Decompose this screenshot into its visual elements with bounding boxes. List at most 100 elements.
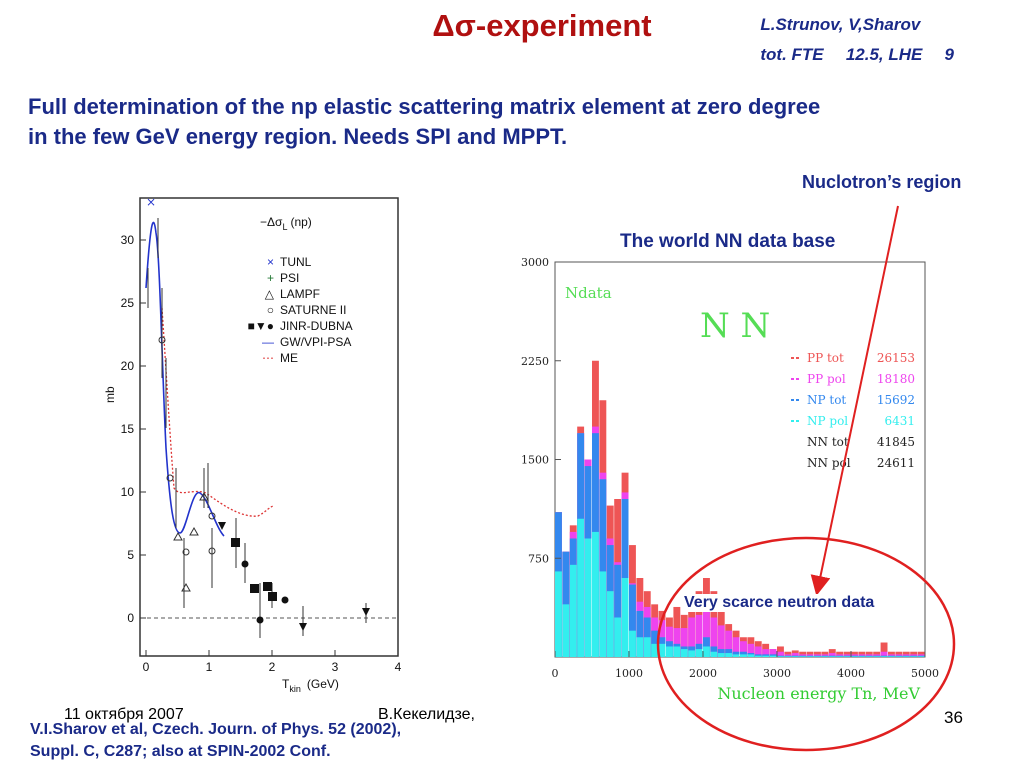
nn-bar	[658, 643, 666, 657]
left-ylabel: mb	[103, 386, 117, 403]
reference-line-2: Suppl. C, C287; also at SPIN-2002 Conf.	[30, 743, 331, 760]
nn-bar	[651, 643, 659, 657]
nn-bar	[703, 646, 710, 657]
left-xtick-label: 4	[395, 660, 402, 674]
nn-legend-label: NN tot	[807, 435, 849, 449]
nn-bar	[821, 656, 829, 657]
nn-xtick-label: 5000	[911, 667, 939, 680]
nn-bar	[828, 653, 836, 657]
nn-bar	[599, 479, 607, 657]
nn-legend-label: NP pol	[807, 414, 848, 428]
nn-bar	[880, 642, 888, 657]
left-xlabel: Tkin (GeV)	[282, 677, 339, 693]
left-legend-label: LAMPF	[280, 287, 320, 301]
nn-bar	[688, 617, 696, 657]
nuclotron-region-label: Nuclotron’s region	[802, 172, 962, 192]
nn-ytick-label: 1500	[521, 454, 549, 467]
nn-legend-count: 18180	[877, 372, 915, 386]
nn-bar	[777, 656, 784, 657]
left-legend-label: GW/VPI-PSA	[280, 335, 351, 349]
nn-bar	[614, 617, 622, 657]
nn-bar	[814, 656, 821, 657]
nn-ytick-label: 2250	[521, 355, 549, 368]
nn-bar	[873, 656, 881, 657]
nn-bar	[629, 584, 636, 657]
nn-bar	[592, 531, 599, 657]
nn-bar	[599, 571, 607, 657]
nn-bar	[643, 637, 651, 657]
ndata-label: Ndata	[565, 284, 612, 302]
nn-bar	[732, 637, 740, 657]
nn-bar	[769, 655, 777, 657]
subtitle-line-1: Full determination of the np elastic sca…	[28, 94, 821, 119]
nn-legend-label: NP tot	[807, 393, 846, 407]
page-number: 36	[944, 708, 963, 727]
nn-bar	[888, 656, 895, 657]
footer-author: В.Кекелидзе,	[378, 706, 475, 723]
nn-bar	[836, 656, 844, 657]
left-legend-marker: ×	[267, 255, 274, 269]
nn-bar	[851, 656, 858, 657]
authors-names: L.Strunov, V,Sharov	[760, 15, 921, 34]
reference-line-1: V.I.Sharov et al, Czech. Journ. of Phys.…	[30, 721, 402, 738]
left-ytick-label: 20	[121, 359, 135, 373]
left-ytick-label: 10	[121, 485, 135, 499]
nn-bar	[917, 656, 925, 657]
nn-bar	[636, 637, 644, 657]
nn-bar	[754, 646, 762, 657]
left-legend-label: SATURNE II	[280, 303, 346, 317]
nn-bar	[666, 646, 673, 657]
left-legend-label: JINR-DUBNA	[280, 319, 353, 333]
left-ytick-label: 15	[121, 422, 135, 436]
nn-legend-label: PP tot	[807, 351, 844, 365]
nn-ytick-label: 750	[528, 552, 549, 565]
reference-citation: V.I.Sharov et al, Czech. Journ. of Phys.…	[30, 719, 401, 763]
nn-bar	[747, 643, 755, 657]
nn-legend-label: NN pol	[807, 456, 851, 470]
annotation-overlay	[656, 205, 956, 752]
nn-bar	[784, 656, 792, 657]
nn-bar	[858, 656, 866, 657]
left-xtick-label: 3	[332, 660, 339, 674]
nn-bar	[606, 591, 614, 657]
nn-bar	[910, 656, 918, 657]
left-legend-marker: ○	[267, 303, 274, 317]
nn-bar	[754, 655, 762, 657]
nn-bar	[740, 654, 747, 657]
nn-bar	[762, 649, 770, 657]
nn-bar	[688, 650, 696, 657]
scarce-region-ellipse	[656, 536, 956, 752]
nn-legend-label: PP pol	[807, 372, 846, 386]
left-legend-marker: ⋯	[262, 351, 274, 365]
left-legend-label: ME	[280, 351, 298, 365]
nn-bar	[828, 656, 836, 657]
left-xtick-label: 2	[269, 660, 276, 674]
nuclotron-arrow	[810, 205, 899, 596]
nn-big-label: N N	[700, 306, 770, 346]
nn-bar	[562, 551, 570, 657]
nn-bar	[569, 564, 577, 657]
nn-legend-count: 15692	[877, 393, 915, 407]
nn-bar	[673, 628, 681, 657]
subtitle-line-2: in the few GeV energy region. Needs SPI …	[28, 124, 568, 149]
left-legend-label: TUNL	[280, 255, 312, 269]
nn-bar	[880, 651, 888, 657]
slide-title: Δσ-experiment	[432, 8, 652, 43]
nn-bar	[717, 653, 725, 657]
slide-subtitle: Full determination of the np elastic sca…	[28, 92, 988, 152]
left-legend-marker: △	[265, 287, 275, 301]
nn-bar	[865, 656, 873, 657]
nn-bar	[680, 649, 688, 657]
nn-bar	[725, 630, 733, 657]
scarce-neutron-label: Very scarce neutron data	[684, 594, 875, 612]
nn-bar	[791, 656, 799, 657]
left-xtick-label: 1	[206, 660, 213, 674]
nn-bar	[636, 610, 644, 657]
left-legend-marker: —	[262, 335, 274, 349]
nn-bar	[843, 656, 851, 657]
world-db-title: The world NN data base	[620, 231, 836, 252]
nn-ytick-label: 3000	[521, 256, 549, 269]
nn-xlabel: Nucleon energy Tn, MeV	[717, 684, 920, 703]
authors-block: L.Strunov, V,Sharov tot. FTE   12.5, LHE…	[760, 10, 954, 70]
nn-bar	[747, 654, 755, 657]
